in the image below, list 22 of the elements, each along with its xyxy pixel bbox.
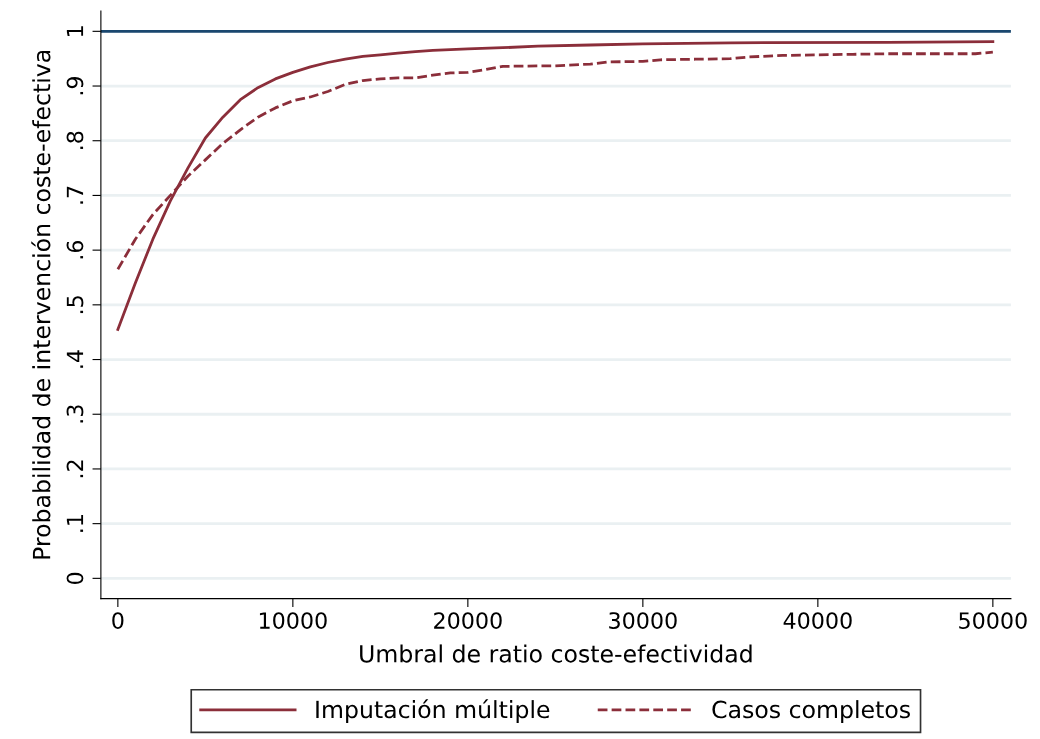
legend-label: Casos completos [712,700,910,723]
line-series [116,40,995,331]
y-tick-label: 0 [66,572,84,584]
x-tick-label: 30000 [609,612,677,629]
x-tick-label: 40000 [783,612,852,629]
y-axis-title: Probabilidad de intervención coste-efectiva [31,50,51,559]
y-tick-label: .4 [66,350,84,368]
y-tick-label: .9 [66,76,84,95]
y-tick-label: .7 [66,186,84,204]
y-tick-label: .2 [66,460,84,478]
y-tick-label: .3 [66,405,84,423]
x-tick-label: 20000 [434,612,502,629]
x-tick-label: 0 [112,612,124,629]
y-tick-label: .5 [66,296,84,314]
x-tick-label: 10000 [259,612,327,629]
y-tick-label: .1 [66,515,84,532]
y-tick-label: .6 [66,240,84,259]
y-tick-label: 1 [66,26,84,36]
legend-label: Imputación múltiple [316,699,550,723]
x-axis-title: Umbral de ratio coste-efectividad [360,644,752,663]
y-tick-label: .8 [66,131,84,149]
x-tick-label: 50000 [959,612,1027,629]
